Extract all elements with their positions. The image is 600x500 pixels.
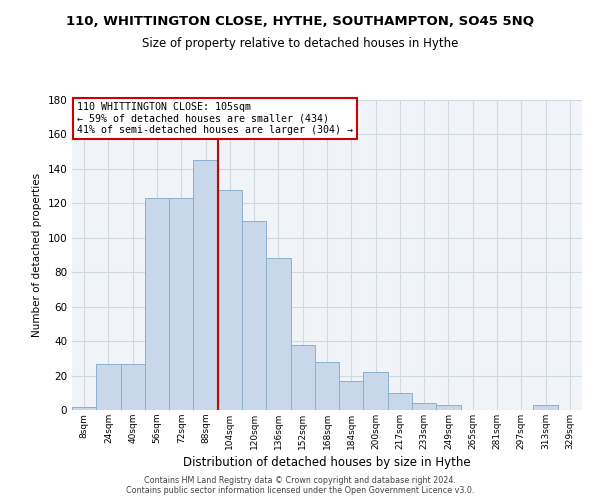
- Bar: [145, 198, 169, 410]
- Bar: [290, 344, 315, 410]
- Bar: [169, 198, 193, 410]
- Bar: [364, 372, 388, 410]
- Bar: [72, 406, 96, 410]
- X-axis label: Distribution of detached houses by size in Hythe: Distribution of detached houses by size …: [183, 456, 471, 469]
- Text: Contains HM Land Registry data © Crown copyright and database right 2024.
Contai: Contains HM Land Registry data © Crown c…: [126, 476, 474, 495]
- Bar: [96, 364, 121, 410]
- Bar: [412, 403, 436, 410]
- Text: 110 WHITTINGTON CLOSE: 105sqm
← 59% of detached houses are smaller (434)
41% of : 110 WHITTINGTON CLOSE: 105sqm ← 59% of d…: [77, 102, 353, 134]
- Text: Size of property relative to detached houses in Hythe: Size of property relative to detached ho…: [142, 38, 458, 51]
- Bar: [193, 160, 218, 410]
- Bar: [266, 258, 290, 410]
- Bar: [388, 393, 412, 410]
- Text: 110, WHITTINGTON CLOSE, HYTHE, SOUTHAMPTON, SO45 5NQ: 110, WHITTINGTON CLOSE, HYTHE, SOUTHAMPT…: [66, 15, 534, 28]
- Bar: [218, 190, 242, 410]
- Bar: [436, 405, 461, 410]
- Bar: [121, 364, 145, 410]
- Y-axis label: Number of detached properties: Number of detached properties: [32, 173, 42, 337]
- Bar: [339, 380, 364, 410]
- Bar: [533, 405, 558, 410]
- Bar: [242, 220, 266, 410]
- Bar: [315, 362, 339, 410]
